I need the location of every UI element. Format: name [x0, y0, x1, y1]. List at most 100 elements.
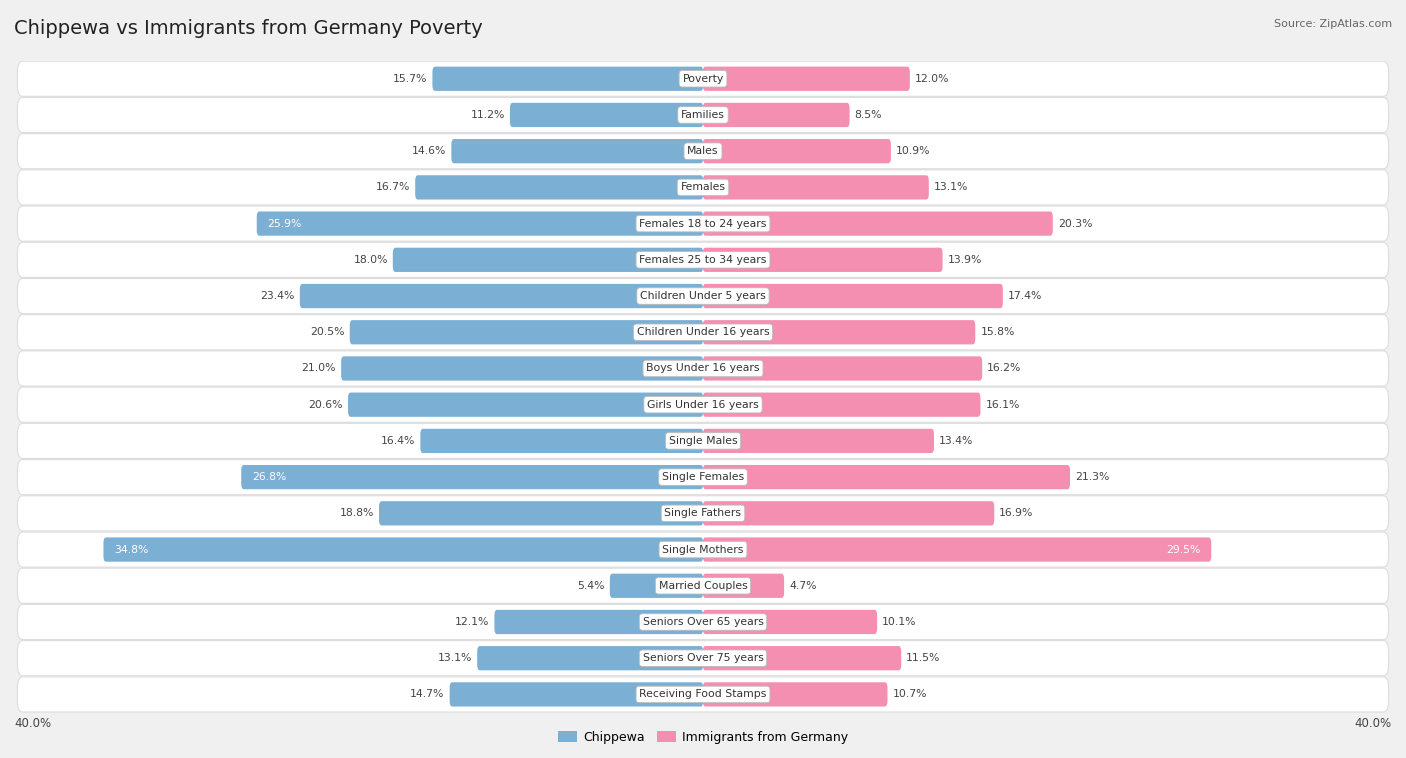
Text: 16.7%: 16.7% — [375, 183, 411, 193]
FancyBboxPatch shape — [703, 175, 929, 199]
Text: 10.9%: 10.9% — [896, 146, 931, 156]
FancyBboxPatch shape — [17, 423, 1389, 459]
FancyBboxPatch shape — [17, 61, 1389, 96]
Text: Females 25 to 34 years: Females 25 to 34 years — [640, 255, 766, 265]
FancyBboxPatch shape — [703, 465, 1070, 489]
FancyBboxPatch shape — [17, 568, 1389, 603]
FancyBboxPatch shape — [17, 387, 1389, 422]
Text: 14.7%: 14.7% — [411, 690, 444, 700]
Text: 21.3%: 21.3% — [1076, 472, 1109, 482]
Text: 16.2%: 16.2% — [987, 364, 1022, 374]
FancyBboxPatch shape — [380, 501, 703, 525]
FancyBboxPatch shape — [703, 682, 887, 706]
Text: Single Mothers: Single Mothers — [662, 544, 744, 555]
Text: 11.2%: 11.2% — [471, 110, 505, 120]
Text: Receiving Food Stamps: Receiving Food Stamps — [640, 690, 766, 700]
FancyBboxPatch shape — [703, 646, 901, 670]
FancyBboxPatch shape — [477, 646, 703, 670]
FancyBboxPatch shape — [450, 682, 703, 706]
Text: Girls Under 16 years: Girls Under 16 years — [647, 399, 759, 409]
Text: 12.0%: 12.0% — [915, 74, 949, 83]
FancyBboxPatch shape — [17, 459, 1389, 495]
Text: Source: ZipAtlas.com: Source: ZipAtlas.com — [1274, 19, 1392, 29]
Text: 40.0%: 40.0% — [1355, 717, 1392, 730]
FancyBboxPatch shape — [17, 496, 1389, 531]
Text: 21.0%: 21.0% — [302, 364, 336, 374]
Text: 13.1%: 13.1% — [437, 653, 472, 663]
FancyBboxPatch shape — [703, 284, 1002, 309]
Text: 10.1%: 10.1% — [882, 617, 917, 627]
FancyBboxPatch shape — [415, 175, 703, 199]
Text: 12.1%: 12.1% — [456, 617, 489, 627]
Text: 16.9%: 16.9% — [1000, 509, 1033, 518]
Text: 4.7%: 4.7% — [789, 581, 817, 590]
Text: 18.8%: 18.8% — [340, 509, 374, 518]
FancyBboxPatch shape — [17, 641, 1389, 676]
Text: Poverty: Poverty — [682, 74, 724, 83]
FancyBboxPatch shape — [17, 315, 1389, 350]
FancyBboxPatch shape — [420, 429, 703, 453]
FancyBboxPatch shape — [17, 604, 1389, 640]
FancyBboxPatch shape — [610, 574, 703, 598]
FancyBboxPatch shape — [495, 610, 703, 634]
FancyBboxPatch shape — [392, 248, 703, 272]
Text: 15.8%: 15.8% — [980, 327, 1015, 337]
FancyBboxPatch shape — [17, 278, 1389, 314]
FancyBboxPatch shape — [703, 139, 891, 163]
Text: Single Fathers: Single Fathers — [665, 509, 741, 518]
Text: 40.0%: 40.0% — [14, 717, 51, 730]
Text: 16.4%: 16.4% — [381, 436, 415, 446]
Text: 13.9%: 13.9% — [948, 255, 981, 265]
Text: Females: Females — [681, 183, 725, 193]
Text: 29.5%: 29.5% — [1167, 544, 1201, 555]
Text: Females 18 to 24 years: Females 18 to 24 years — [640, 218, 766, 229]
Text: 25.9%: 25.9% — [267, 218, 302, 229]
Text: Children Under 16 years: Children Under 16 years — [637, 327, 769, 337]
Text: Married Couples: Married Couples — [658, 581, 748, 590]
Legend: Chippewa, Immigrants from Germany: Chippewa, Immigrants from Germany — [553, 725, 853, 749]
FancyBboxPatch shape — [433, 67, 703, 91]
Text: Families: Families — [681, 110, 725, 120]
Text: 10.7%: 10.7% — [893, 690, 927, 700]
Text: Males: Males — [688, 146, 718, 156]
Text: 16.1%: 16.1% — [986, 399, 1019, 409]
FancyBboxPatch shape — [17, 133, 1389, 169]
FancyBboxPatch shape — [17, 351, 1389, 386]
Text: Children Under 5 years: Children Under 5 years — [640, 291, 766, 301]
FancyBboxPatch shape — [703, 320, 976, 344]
Text: 15.7%: 15.7% — [394, 74, 427, 83]
Text: 17.4%: 17.4% — [1008, 291, 1042, 301]
FancyBboxPatch shape — [17, 206, 1389, 241]
FancyBboxPatch shape — [349, 393, 703, 417]
FancyBboxPatch shape — [703, 501, 994, 525]
FancyBboxPatch shape — [703, 537, 1211, 562]
FancyBboxPatch shape — [703, 211, 1053, 236]
Text: 13.4%: 13.4% — [939, 436, 973, 446]
FancyBboxPatch shape — [510, 103, 703, 127]
FancyBboxPatch shape — [242, 465, 703, 489]
Text: 20.5%: 20.5% — [311, 327, 344, 337]
FancyBboxPatch shape — [703, 574, 785, 598]
Text: Seniors Over 75 years: Seniors Over 75 years — [643, 653, 763, 663]
FancyBboxPatch shape — [17, 677, 1389, 712]
FancyBboxPatch shape — [451, 139, 703, 163]
Text: 11.5%: 11.5% — [907, 653, 941, 663]
FancyBboxPatch shape — [104, 537, 703, 562]
FancyBboxPatch shape — [17, 243, 1389, 277]
Text: 34.8%: 34.8% — [114, 544, 148, 555]
FancyBboxPatch shape — [703, 248, 942, 272]
Text: 8.5%: 8.5% — [855, 110, 882, 120]
FancyBboxPatch shape — [703, 610, 877, 634]
Text: 20.3%: 20.3% — [1057, 218, 1092, 229]
FancyBboxPatch shape — [703, 67, 910, 91]
FancyBboxPatch shape — [350, 320, 703, 344]
Text: 20.6%: 20.6% — [308, 399, 343, 409]
FancyBboxPatch shape — [299, 284, 703, 309]
Text: 5.4%: 5.4% — [578, 581, 605, 590]
Text: 23.4%: 23.4% — [260, 291, 295, 301]
Text: 18.0%: 18.0% — [353, 255, 388, 265]
Text: 14.6%: 14.6% — [412, 146, 446, 156]
Text: Boys Under 16 years: Boys Under 16 years — [647, 364, 759, 374]
FancyBboxPatch shape — [17, 170, 1389, 205]
FancyBboxPatch shape — [257, 211, 703, 236]
